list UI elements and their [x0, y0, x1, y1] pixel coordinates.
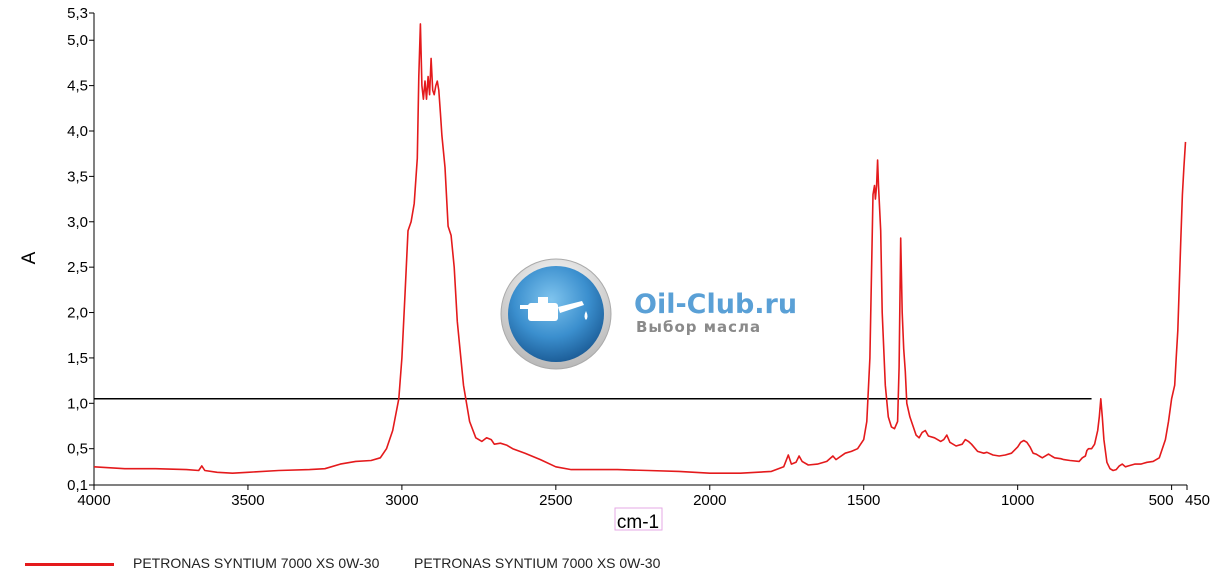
ir-spectrum-chart: Oil-Club.ru Выбор масла 4000 3500 3000 2500… — [19, 5, 1210, 533]
legend-label-1: PETRONAS SYNTIUM 7000 XS 0W-30 — [133, 555, 380, 571]
oil-can-icon — [520, 297, 588, 321]
y-tick-label: 5,3 — [67, 5, 88, 22]
x-tick-label: 3500 — [231, 492, 264, 509]
y-tick-label: 0,5 — [67, 441, 88, 458]
series-layer — [93, 23, 1187, 474]
x-tick-label: 1000 — [1001, 492, 1034, 509]
y-axis-title: A — [19, 251, 40, 264]
legend-label-2: PETRONAS SYNTIUM 7000 XS 0W-30 — [414, 555, 661, 571]
x-axis-ticks: 4000 3500 3000 2500 2000 1500 1000 500 450 — [77, 485, 1210, 509]
y-tick-label: 2,0 — [67, 305, 88, 322]
y-tick-label: 4,0 — [67, 123, 88, 140]
y-tick-label: 1,0 — [67, 395, 88, 412]
legend: PETRONAS SYNTIUM 7000 XS 0W-30 PETRONAS … — [0, 552, 1224, 576]
y-tick-label: 4,5 — [67, 78, 88, 95]
series-line-1 — [93, 23, 1187, 474]
y-tick-label: 3,0 — [67, 214, 88, 231]
x-tick-label: 1500 — [847, 492, 880, 509]
y-tick-label: 2,5 — [67, 259, 88, 276]
x-tick-label: 2000 — [693, 492, 726, 509]
watermark-title: Oil-Club.ru — [634, 289, 797, 320]
x-tick-label: 2500 — [539, 492, 572, 509]
x-axis-title: cm-1 — [617, 512, 659, 533]
y-tick-label: 3,5 — [67, 168, 88, 185]
plot-frame — [93, 13, 1187, 486]
oil-club-watermark: Oil-Club.ru Выбор масла — [500, 258, 797, 370]
y-tick-label: 5,0 — [67, 32, 88, 49]
y-axis-ticks: 0,1 0,5 1,0 1,5 2,0 2,5 3,0 3,5 4,0 4,5 5,0 5,3 — [67, 5, 94, 494]
y-tick-label: 1,5 — [67, 350, 88, 367]
legend-swatch — [25, 563, 114, 566]
x-tick-label: 3000 — [385, 492, 418, 509]
x-tick-label: 4000 — [77, 492, 110, 509]
y-tick-label: 0,1 — [67, 477, 88, 494]
watermark-subtitle: Выбор масла — [636, 318, 761, 336]
x-axis-title-box — [614, 507, 663, 531]
x-tick-label: 450 — [1185, 492, 1210, 509]
x-tick-label: 500 — [1149, 492, 1174, 509]
